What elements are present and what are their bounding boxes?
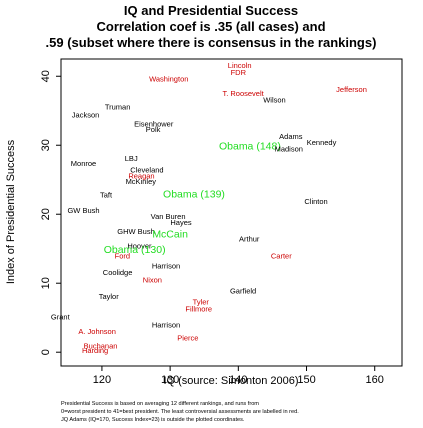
- point-label: Wilson: [263, 95, 286, 104]
- point-label: Monroe: [71, 159, 96, 168]
- point-label: Ford: [115, 251, 130, 260]
- y-tick-label: 0: [40, 349, 52, 355]
- x-tick-label: 130: [161, 374, 179, 386]
- x-axis-ticks: 120 130 140 150 160: [93, 366, 384, 386]
- point-label: Reagan: [128, 171, 154, 180]
- y-tick-label: 20: [40, 208, 52, 220]
- point-label: A. Johnson: [78, 327, 116, 336]
- point-label: Cleveland: [130, 166, 163, 175]
- footnote-line-1: Presidential Success is based on averagi…: [61, 401, 259, 407]
- point-label: Taylor: [99, 292, 120, 301]
- point-label: Madison: [275, 144, 303, 153]
- point-label: Eisenhower: [134, 120, 174, 129]
- point-label: Obama (139): [163, 189, 225, 201]
- y-axis-label: Index of Presidential Success: [5, 139, 17, 284]
- point-label: Adams: [279, 132, 303, 141]
- point-label: Hoover: [127, 242, 152, 251]
- point-label: Taft: [100, 191, 113, 200]
- point-label: Tyler: [193, 298, 210, 307]
- point-label: LBJ: [125, 154, 138, 163]
- x-tick-label: 160: [366, 374, 384, 386]
- y-tick-label: 30: [40, 139, 52, 151]
- point-label: Lincoln: [228, 61, 252, 70]
- point-label: GW Bush: [67, 206, 99, 215]
- point-label: Harding: [82, 346, 108, 355]
- point-label: Harrison: [152, 262, 180, 271]
- x-tick-label: 120: [93, 374, 111, 386]
- footnote-line-3: JQ Adams (IQ=170, Success Index=23) is o…: [61, 417, 245, 423]
- point-label: Hayes: [170, 218, 192, 227]
- point-label: Truman: [105, 102, 131, 111]
- point-label: Garfield: [230, 286, 256, 295]
- x-tick-label: 140: [229, 374, 247, 386]
- point-label: Fillmore: [185, 304, 212, 313]
- chart-title-line-1: IQ and Presidential Success: [124, 3, 298, 18]
- point-label: Pierce: [177, 333, 198, 342]
- point-label: Jefferson: [336, 85, 367, 94]
- x-tick-label: 150: [297, 374, 315, 386]
- point-label: McCain: [152, 229, 188, 241]
- point-label: Clinton: [304, 197, 327, 206]
- point-label: T. Roosevelt: [222, 89, 264, 98]
- point-label: Buchanan: [84, 342, 118, 351]
- y-tick-label: 40: [40, 70, 52, 82]
- x-axis-label: IQ (source: Simonton 2006): [163, 375, 298, 387]
- point-label: Arthur: [239, 235, 260, 244]
- point-label: Nixon: [143, 275, 162, 284]
- point-label: Washington: [149, 75, 188, 84]
- y-axis-ticks: 0 10 20 30 40: [40, 70, 61, 355]
- point-label: Obama (148): [219, 140, 281, 152]
- y-tick-label: 10: [40, 277, 52, 289]
- point-label: Polk: [146, 125, 161, 134]
- point-label: Carter: [271, 251, 292, 260]
- chart-title-line-3: .59 (subset where there is consensus in …: [46, 35, 377, 50]
- point-label: Coolidge: [103, 268, 133, 277]
- chart-title-line-2: Correlation coef is .35 (all cases) and: [96, 19, 325, 34]
- point-label: Jackson: [72, 111, 100, 120]
- point-label: Obama (130): [104, 244, 166, 256]
- point-label: GHW Bush: [117, 227, 155, 236]
- point-label: Kennedy: [307, 138, 337, 147]
- point-label: McKinley: [126, 177, 157, 186]
- plot-frame: [60, 58, 403, 367]
- point-label: FDR: [231, 68, 247, 77]
- point-label: Van Buren: [151, 212, 186, 221]
- point-label: Grant: [51, 313, 71, 322]
- point-label: Harrison: [152, 320, 180, 329]
- footnote-line-2: 0=worst president to 41=best president. …: [61, 409, 299, 415]
